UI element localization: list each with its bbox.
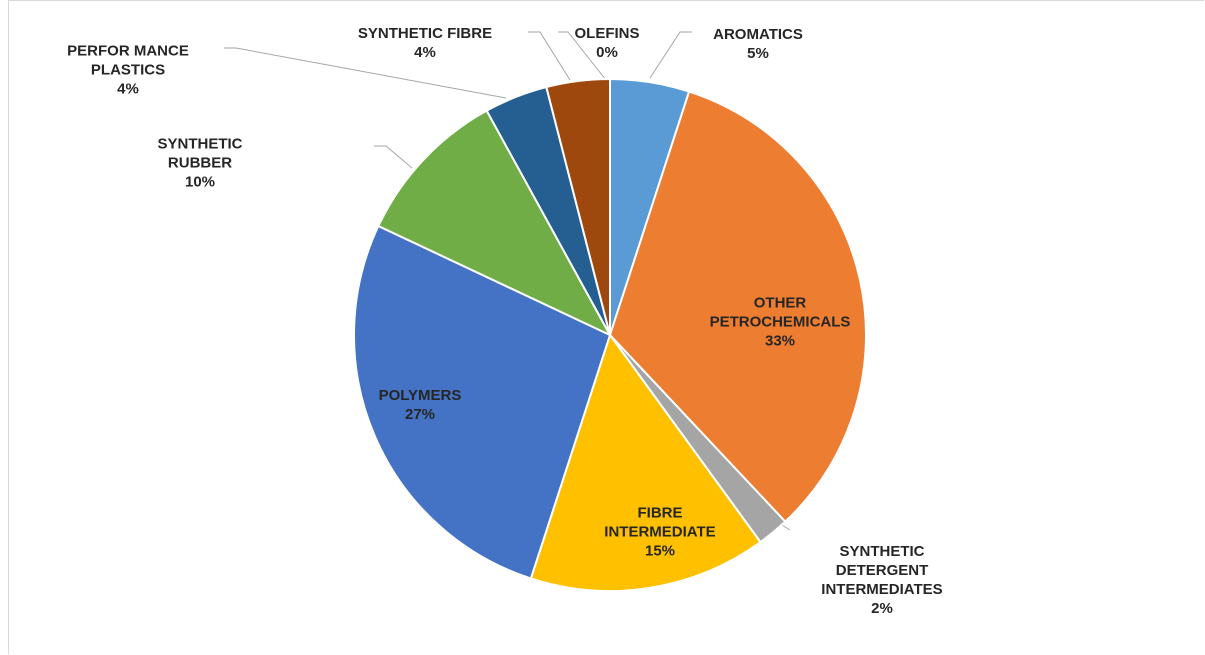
leader-line <box>374 145 413 169</box>
category-label: AROMATICS <box>713 26 803 43</box>
category-label: SYNTHETIC DETERGENT INTERMEDIATES <box>821 543 943 598</box>
category-label: SYNTHETIC RUBBER <box>157 135 243 172</box>
value-label: 15% <box>644 542 676 560</box>
slice-label: POLYMERS 27% <box>360 386 480 424</box>
pie-slice <box>529 332 762 592</box>
slice-label: FIBRE INTERMEDIATE 15% <box>590 504 730 561</box>
slice-label: SYNTHETIC DETERGENT INTERMEDIATES 2% <box>812 542 952 618</box>
slice-label: PERFOR MANCE PLASTICS 4% <box>43 42 213 99</box>
leader-line <box>558 31 607 81</box>
leader-line <box>224 47 507 99</box>
value-label: 10% <box>184 173 216 191</box>
slice-label: SYNTHETIC FIBRE 4% <box>315 24 535 62</box>
value-label: 33% <box>764 332 796 350</box>
category-label: POLYMERS <box>378 387 462 404</box>
slice-label: OLEFINS 0% <box>567 24 647 62</box>
category-label: OLEFINS <box>574 25 640 42</box>
value-label: 4% <box>117 80 139 98</box>
value-label: 5% <box>747 45 769 62</box>
category-label: FIBRE INTERMEDIATE <box>604 504 716 541</box>
value-label: 27% <box>404 406 436 423</box>
value-label: 4% <box>414 44 436 61</box>
value-label: 0% <box>596 44 618 61</box>
slice-label: OTHER PETROCHEMICALS 33% <box>705 294 855 351</box>
leader-lines <box>224 31 791 531</box>
leader-line <box>649 31 692 79</box>
leader-line <box>528 31 571 81</box>
chart-frame <box>8 0 1204 654</box>
value-label: 2% <box>871 600 893 617</box>
category-label: SYNTHETIC FIBRE <box>357 25 493 42</box>
slice-label: SYNTHETIC RUBBER 10% <box>150 135 250 192</box>
category-label: PERFOR MANCE PLASTICS <box>67 42 189 79</box>
category-label: OTHER PETROCHEMICALS <box>709 294 851 331</box>
pie-slice <box>608 90 867 524</box>
slice-label: AROMATICS 5% <box>678 25 838 63</box>
pie-slice <box>353 224 612 580</box>
pie-slice <box>377 109 613 338</box>
